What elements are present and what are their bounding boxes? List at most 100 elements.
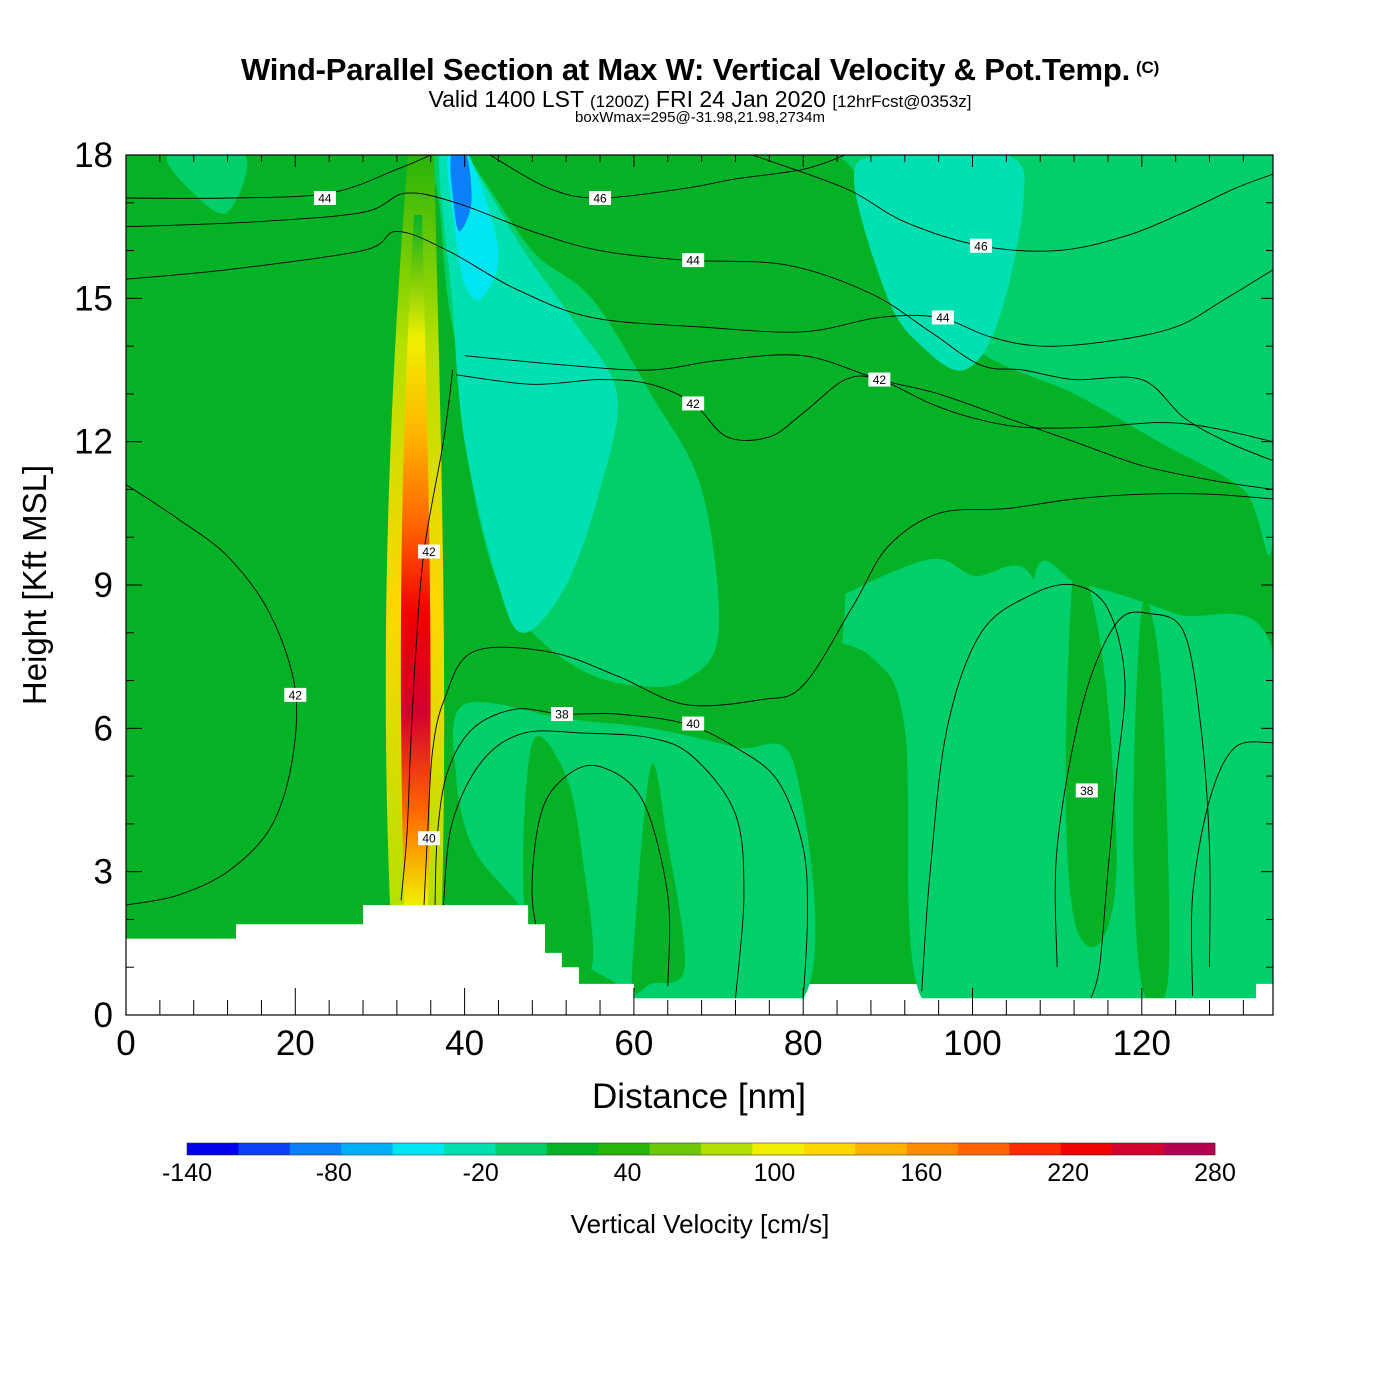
contour-label-text: 40 xyxy=(422,832,436,846)
contour-label: 40 xyxy=(682,716,705,731)
x-tick-label: 60 xyxy=(614,1024,653,1063)
contour-label-text: 40 xyxy=(686,717,700,731)
x-tick-label: 100 xyxy=(943,1024,1001,1063)
colorbar-swatch xyxy=(855,1143,907,1155)
colorbar-label: Vertical Velocity [cm/s] xyxy=(571,1209,830,1239)
colorbar-swatch xyxy=(1060,1143,1113,1155)
contour-label: 40 xyxy=(418,831,441,846)
colorbar-swatch xyxy=(752,1143,805,1155)
colorbar-tick-label: 160 xyxy=(900,1159,942,1187)
contour-label: 46 xyxy=(969,238,992,253)
colorbar-frame xyxy=(186,1142,1216,1156)
colorbar-swatch xyxy=(958,1143,1010,1155)
theta-contour xyxy=(126,192,1273,462)
theta-contour xyxy=(921,583,1126,999)
theta-contour xyxy=(126,484,298,906)
contour-label-text: 42 xyxy=(289,688,303,702)
contour-label: 42 xyxy=(418,544,441,559)
colorbar-swatch xyxy=(598,1143,650,1155)
chart-title: Wind-Parallel Section at Max W: Vertical… xyxy=(240,52,1160,87)
x-tick-label: 80 xyxy=(784,1024,823,1063)
y-tick-label: 15 xyxy=(74,279,113,318)
theta-contour xyxy=(442,730,745,999)
contour-label: 42 xyxy=(284,687,307,702)
y-tick-label: 6 xyxy=(94,709,113,748)
theta-contour xyxy=(434,708,808,999)
theta-contour xyxy=(752,155,1273,252)
contour-label-text: 42 xyxy=(422,545,436,559)
axis-ticks xyxy=(125,154,1273,1016)
contour-label: 38 xyxy=(550,707,573,722)
colorbar-swatch xyxy=(906,1143,959,1155)
plot-area: 44 44 44 46 46 42 42 42 42 40 38 40 38 xyxy=(126,155,1273,1015)
contour-label-text: 44 xyxy=(686,254,700,268)
theta-contour xyxy=(400,369,454,901)
y-axis-label: Height [Kft MSL] xyxy=(16,465,53,705)
x-axis-label: Distance [nm] xyxy=(592,1077,806,1116)
velocity-region xyxy=(802,558,1053,1015)
contour-label-text: 42 xyxy=(873,373,887,387)
x-tick-label: 40 xyxy=(445,1024,484,1063)
colorbar-swatch xyxy=(444,1143,496,1155)
colorbar-swatch xyxy=(289,1143,342,1155)
velocity-region xyxy=(752,155,1273,556)
theta-contour xyxy=(1190,741,1273,996)
contour-label: 42 xyxy=(868,372,891,387)
colorbar-swatch xyxy=(701,1143,753,1155)
colorbar-tick-label: 100 xyxy=(754,1159,796,1187)
box-wmax-info: boxWmax=295@-31.98,21.98,2734m xyxy=(575,109,825,126)
theta-contour xyxy=(423,493,1273,906)
contour-label: 44 xyxy=(682,253,705,268)
contour-label-text: 46 xyxy=(593,192,607,206)
contour-label: 38 xyxy=(1075,783,1098,798)
theta-contour xyxy=(1054,611,1211,968)
colorbar xyxy=(186,1142,1216,1156)
theta-contours xyxy=(126,155,1273,999)
velocity-region xyxy=(631,763,686,994)
colorbar-swatch xyxy=(341,1143,393,1155)
x-tick-label: 120 xyxy=(1113,1024,1171,1063)
colorbar-swatch xyxy=(649,1143,702,1155)
contour-label: 44 xyxy=(931,310,954,325)
colorbar-swatch xyxy=(1163,1143,1216,1155)
y-tick-label: 18 xyxy=(74,136,113,175)
colorbar-swatch xyxy=(495,1143,548,1155)
colorbar-swatch xyxy=(238,1143,291,1155)
colorbar-tick-label: 280 xyxy=(1194,1159,1236,1187)
colorbar-swatch xyxy=(187,1143,239,1155)
y-tick-label: 0 xyxy=(94,996,113,1035)
colorbar-swatch xyxy=(1009,1143,1062,1155)
contour-label: 42 xyxy=(682,396,705,411)
theta-contour xyxy=(489,155,846,199)
colorbar-swatch xyxy=(392,1143,445,1155)
colorbar-swatch xyxy=(546,1143,599,1155)
updraft-core xyxy=(385,155,445,906)
contour-label-text: 38 xyxy=(1080,784,1094,798)
theta-contour xyxy=(456,374,1273,443)
contour-label-text: 38 xyxy=(555,708,569,722)
copyright-mark: (C) xyxy=(1136,58,1160,77)
velocity-region xyxy=(1065,554,1117,947)
contour-label-text: 44 xyxy=(936,311,950,325)
velocity-field xyxy=(126,155,1273,1015)
colorbar-tick-label: -80 xyxy=(316,1159,352,1187)
y-tick-labels: 0 3 6 9 12 15 18 xyxy=(74,136,113,1035)
colorbar-swatch xyxy=(1112,1143,1164,1155)
x-tick-label: 0 xyxy=(116,1024,135,1063)
y-tick-label: 12 xyxy=(74,423,113,462)
velocity-region xyxy=(854,155,1025,371)
updraft-max xyxy=(400,215,431,906)
contour-label: 46 xyxy=(589,191,612,206)
velocity-region xyxy=(1133,599,1170,1007)
colorbar-tick-label: -20 xyxy=(463,1159,499,1187)
velocity-region xyxy=(775,369,846,779)
contour-label-text: 42 xyxy=(686,397,700,411)
velocity-region xyxy=(522,736,594,979)
velocity-region xyxy=(450,155,472,232)
colorbar-tick-label: 40 xyxy=(614,1159,642,1187)
colorbar-tick-label: -140 xyxy=(162,1159,212,1187)
contour-label-text: 46 xyxy=(974,239,988,253)
y-tick-label: 9 xyxy=(94,566,113,605)
terrain xyxy=(126,905,1273,1015)
